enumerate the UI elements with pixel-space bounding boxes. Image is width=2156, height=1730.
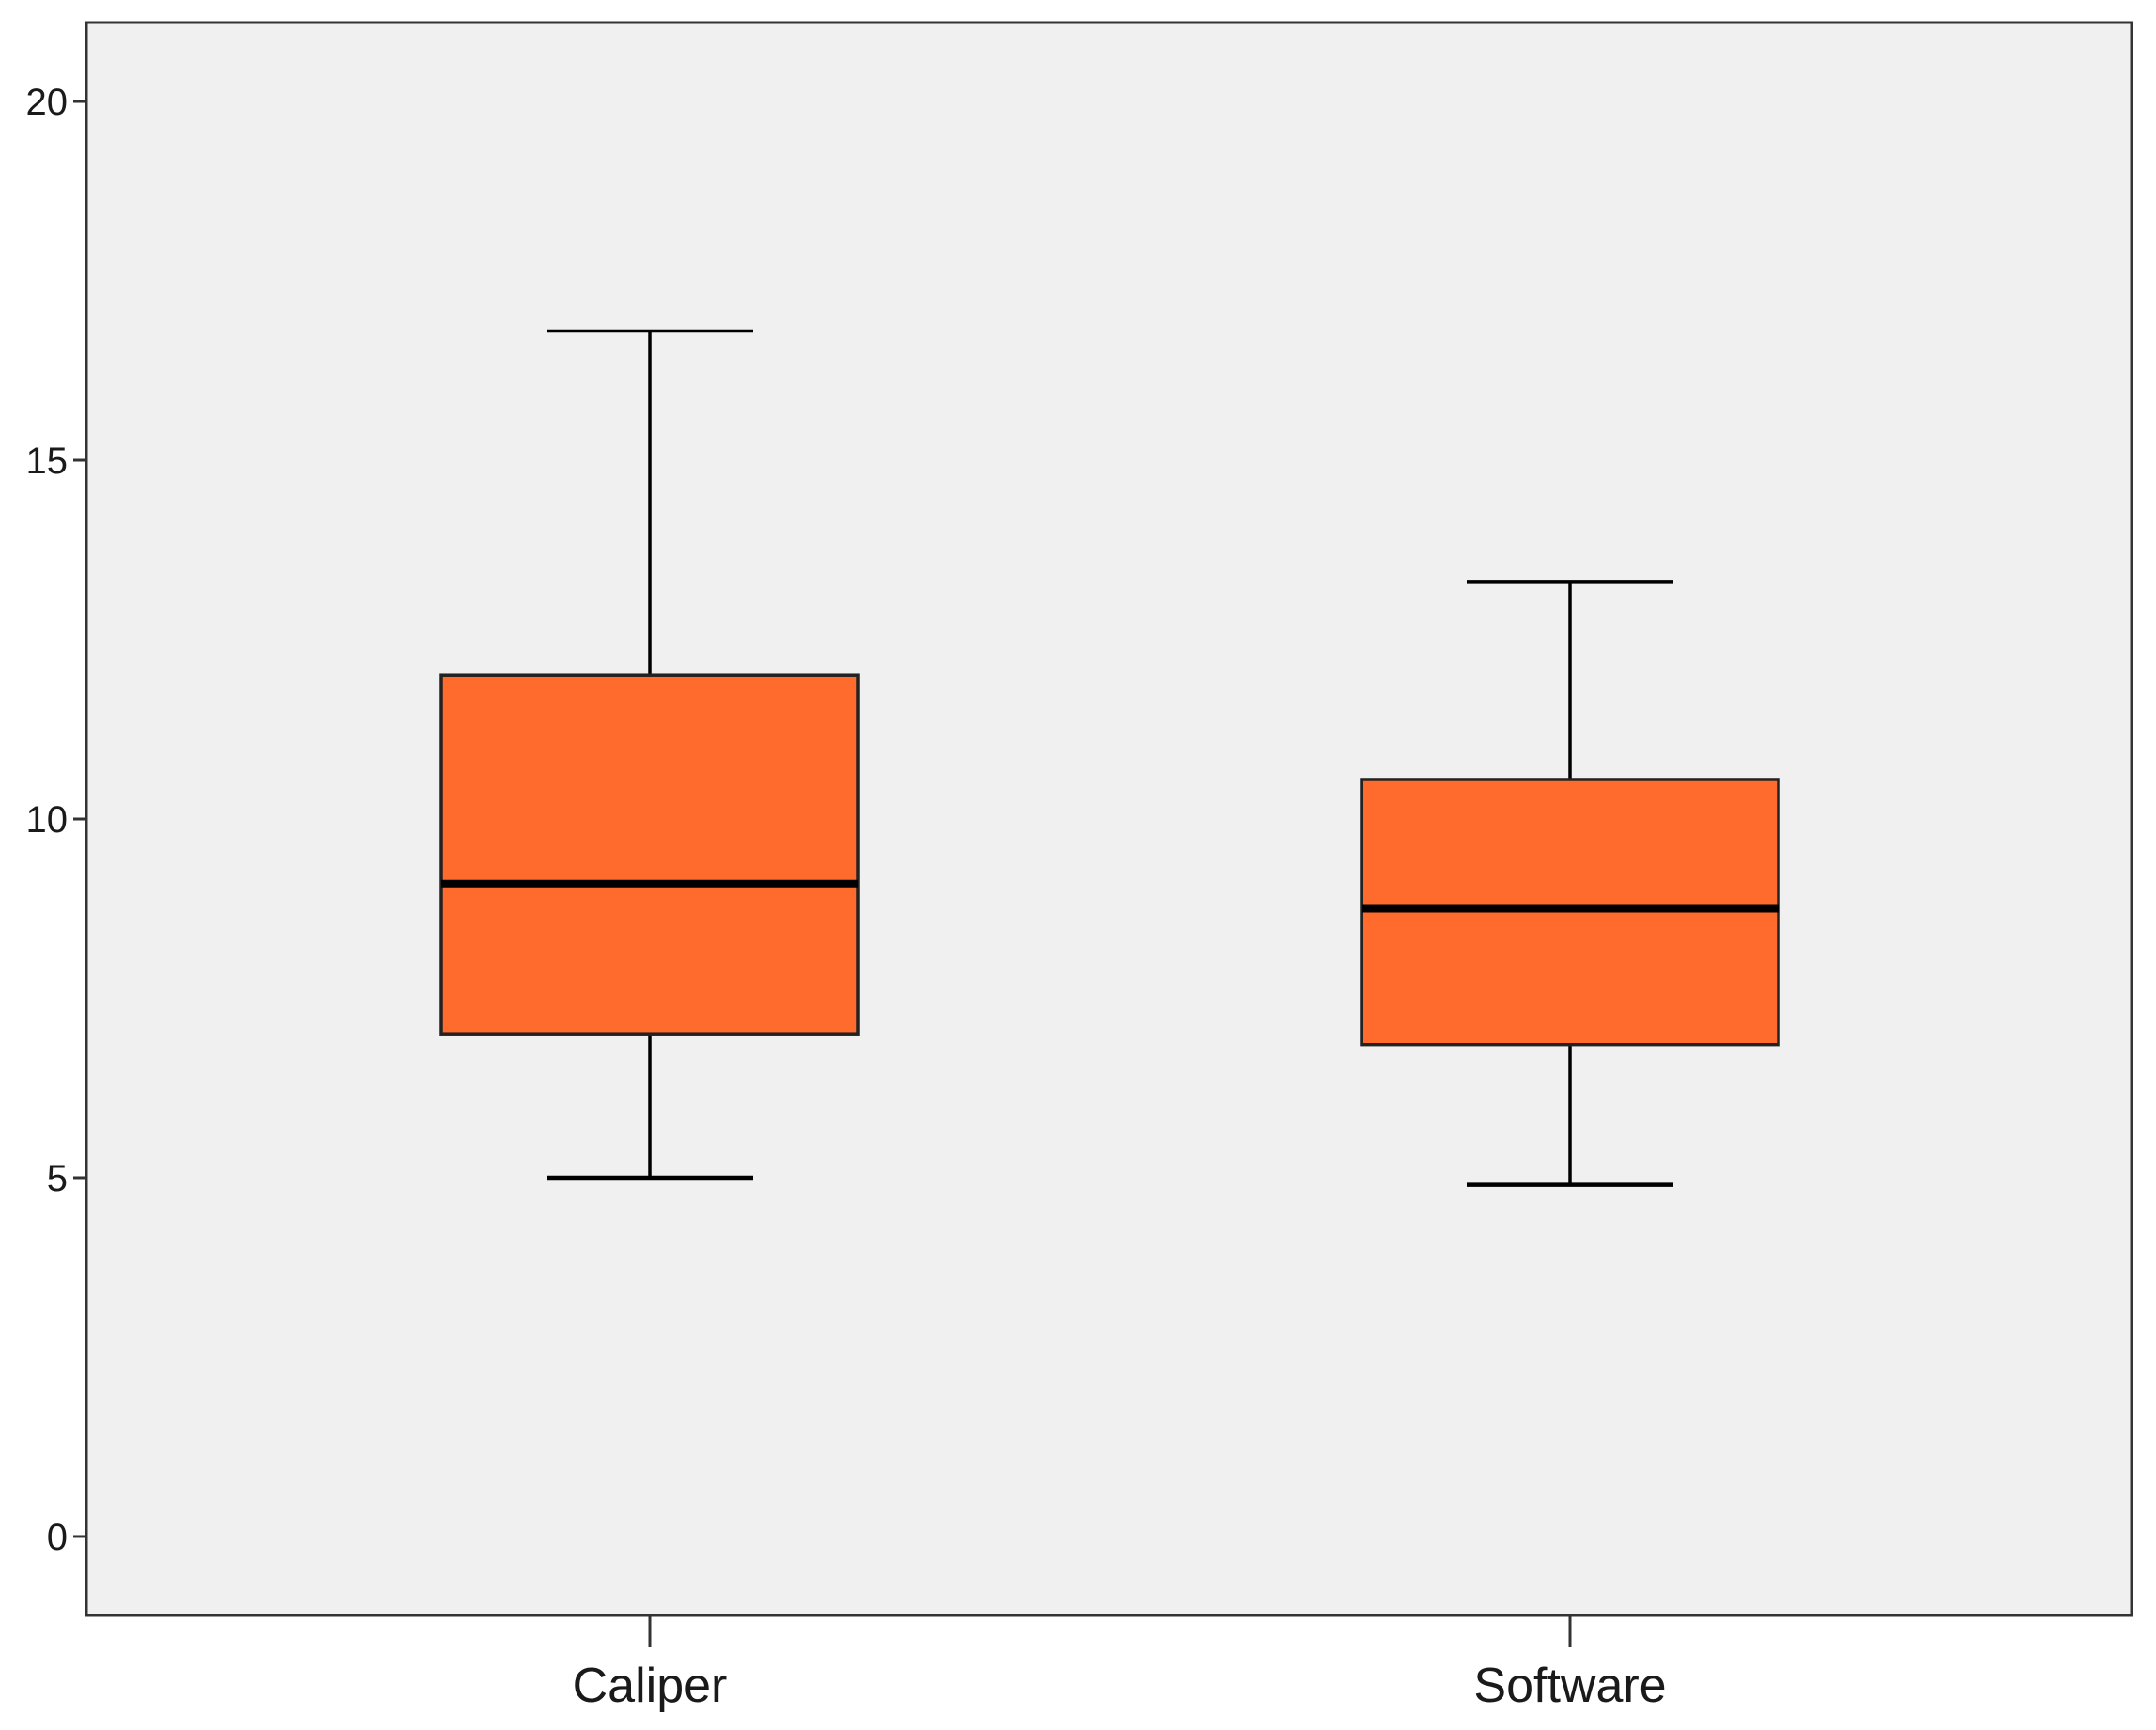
y-tick-label: 20: [26, 82, 69, 123]
y-tick-label: 5: [47, 1158, 68, 1199]
iqr-box: [439, 673, 860, 1036]
plot-area: [85, 21, 2133, 1617]
y-tick-label: 15: [26, 440, 69, 482]
x-category-label: Caliper: [573, 1659, 728, 1713]
x-category-label: Software: [1473, 1659, 1666, 1713]
y-tick-label: 0: [47, 1517, 68, 1558]
box-group-caliper: [439, 329, 860, 1181]
x-axis: Caliper Software: [573, 1615, 1667, 1713]
box-group-software: [1360, 580, 1780, 1187]
box-series: [439, 329, 1780, 1187]
y-tick-label: 10: [26, 799, 69, 841]
y-axis: 0 5 10 15 20: [26, 82, 86, 1558]
